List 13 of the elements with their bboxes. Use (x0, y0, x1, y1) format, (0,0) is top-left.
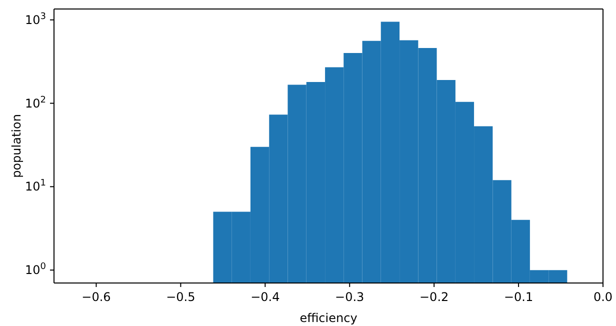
x-tick-label: −0.2 (420, 290, 449, 304)
x-tick-label: −0.1 (504, 290, 534, 304)
y-tick-label: 10$^{2}$ (24, 95, 46, 110)
x-tick-label: −0.3 (335, 290, 364, 304)
x-tick-label: 0.0 (593, 290, 613, 304)
y-tick-label: 10$^{3}$ (24, 12, 46, 27)
x-axis-title: efficiency (300, 311, 358, 325)
x-tick-label: −0.6 (82, 290, 111, 304)
x-tick-label: −0.5 (166, 290, 196, 304)
y-tick-label: 10$^{1}$ (24, 178, 46, 194)
y-tick-label: 10$^{0}$ (24, 262, 46, 278)
y-axis-title: population (9, 114, 24, 178)
x-tick-label: −0.4 (250, 290, 280, 304)
